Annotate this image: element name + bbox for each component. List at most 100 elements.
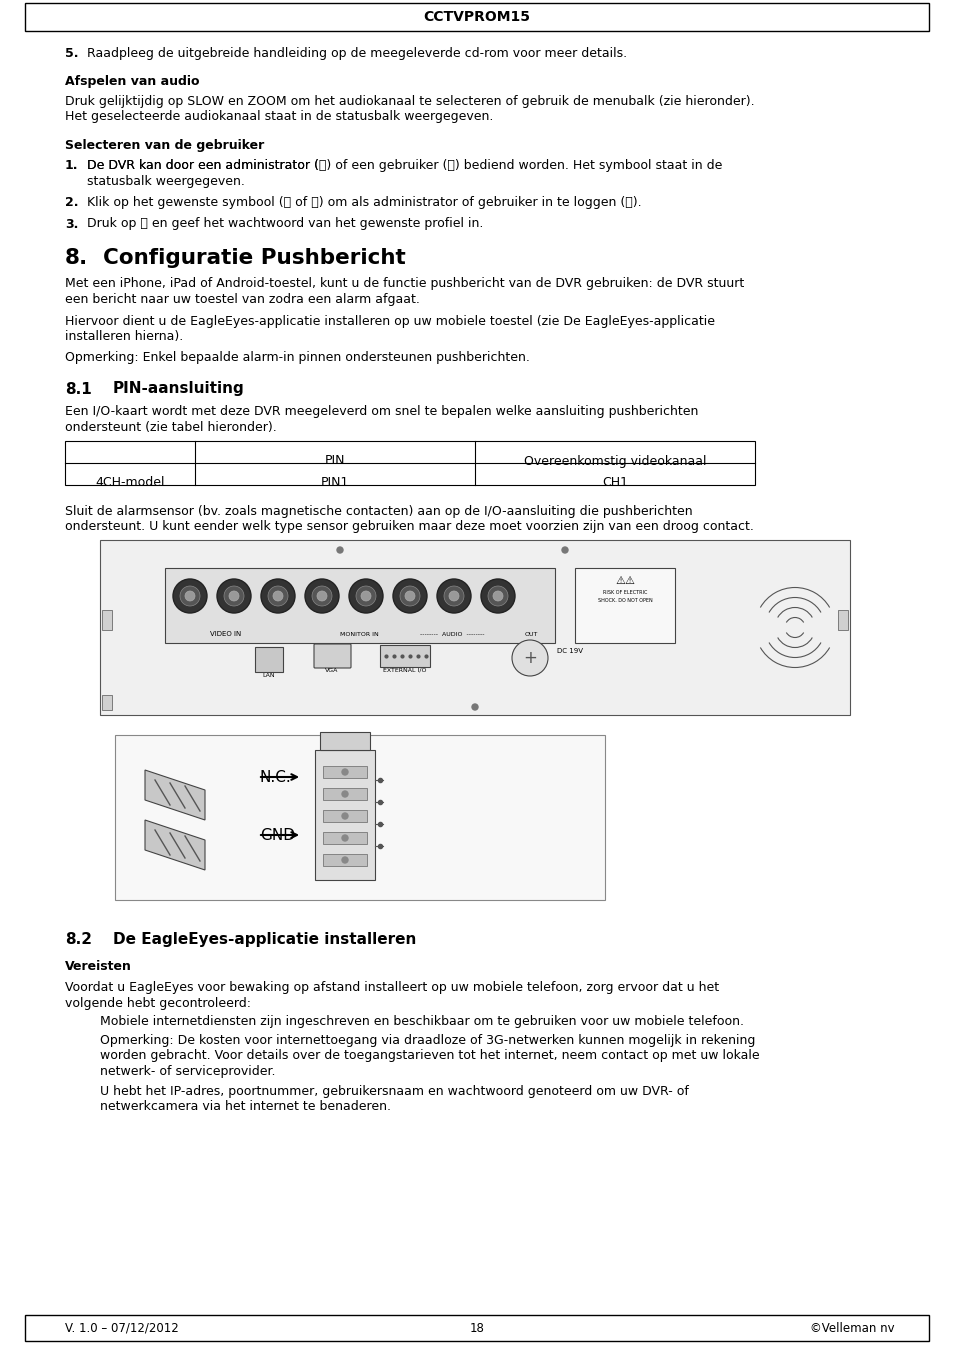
Circle shape <box>393 580 427 613</box>
Bar <box>379 644 430 667</box>
Bar <box>25 3 928 31</box>
Circle shape <box>316 590 327 601</box>
Text: CCTVPROM15: CCTVPROM15 <box>423 9 530 24</box>
Bar <box>102 694 112 711</box>
Circle shape <box>341 790 348 797</box>
Text: volgende hebt gecontroleerd:: volgende hebt gecontroleerd: <box>65 997 251 1011</box>
Circle shape <box>312 586 332 607</box>
Text: De DVR kan door een administrator (: De DVR kan door een administrator ( <box>87 159 318 172</box>
Text: Sluit de alarmsensor (bv. zoals magnetische contacten) aan op de I/O-aansluiting: Sluit de alarmsensor (bv. zoals magnetis… <box>65 504 692 517</box>
Polygon shape <box>145 770 205 820</box>
Text: Druk gelijktijdig op SLOW en ZOOM om het audiokanaal te selecteren of gebruik de: Druk gelijktijdig op SLOW en ZOOM om het… <box>65 95 754 108</box>
Text: 8.2: 8.2 <box>65 932 91 947</box>
Text: installeren hierna).: installeren hierna). <box>65 330 183 343</box>
Text: 4CH-model: 4CH-model <box>95 477 165 489</box>
Text: Raadpleeg de uitgebreide handleiding op de meegeleverde cd-rom voor meer details: Raadpleeg de uitgebreide handleiding op … <box>87 47 626 59</box>
Text: PIN: PIN <box>324 454 345 467</box>
Bar <box>65 440 754 485</box>
Text: LAN: LAN <box>262 673 275 678</box>
Text: Het geselecteerde audiokanaal staat in de statusbalk weergegeven.: Het geselecteerde audiokanaal staat in d… <box>65 109 493 123</box>
Circle shape <box>449 590 458 601</box>
Circle shape <box>493 590 502 601</box>
Text: Afspelen van audio: Afspelen van audio <box>65 76 199 88</box>
Text: 3.: 3. <box>65 218 78 231</box>
Text: RISK OF ELECTRIC: RISK OF ELECTRIC <box>602 590 646 594</box>
Circle shape <box>399 586 419 607</box>
Text: ondersteunt (zie tabel hieronder).: ondersteunt (zie tabel hieronder). <box>65 420 276 434</box>
Circle shape <box>229 590 239 601</box>
Text: Configuratie Pushbericht: Configuratie Pushbericht <box>103 247 405 267</box>
Text: DC 19V: DC 19V <box>557 648 582 654</box>
Circle shape <box>224 586 244 607</box>
Text: OUT: OUT <box>524 632 537 638</box>
Circle shape <box>472 704 477 711</box>
Bar <box>575 567 675 643</box>
Text: Met een iPhone, iPad of Android-toestel, kunt u de functie pushbericht van de DV: Met een iPhone, iPad of Android-toestel,… <box>65 277 743 290</box>
Circle shape <box>405 590 415 601</box>
Text: Een I/O-kaart wordt met deze DVR meegeleverd om snel te bepalen welke aansluitin: Een I/O-kaart wordt met deze DVR meegele… <box>65 405 698 417</box>
Text: 8.: 8. <box>65 247 89 267</box>
Text: Voordat u EagleEyes voor bewaking op afstand installeert op uw mobiele telefoon,: Voordat u EagleEyes voor bewaking op afs… <box>65 981 719 994</box>
Text: Klik op het gewenste symbool (⚿ of ⚿) om als administrator of gebruiker in te lo: Klik op het gewenste symbool (⚿ of ⚿) om… <box>87 196 641 209</box>
Bar <box>323 788 367 800</box>
Text: CH1: CH1 <box>601 477 627 489</box>
Circle shape <box>216 580 251 613</box>
Text: netwerk- of serviceprovider.: netwerk- of serviceprovider. <box>100 1065 275 1078</box>
Text: PIN-aansluiting: PIN-aansluiting <box>112 381 245 396</box>
Circle shape <box>185 590 194 601</box>
Text: 1.: 1. <box>65 159 78 172</box>
Text: N.C.: N.C. <box>260 770 292 785</box>
Text: MONITOR IN: MONITOR IN <box>339 632 378 638</box>
Circle shape <box>349 580 382 613</box>
Circle shape <box>512 640 547 676</box>
Bar <box>323 854 367 866</box>
Circle shape <box>180 586 200 607</box>
Text: VGA: VGA <box>325 667 338 673</box>
Text: V. 1.0 – 07/12/2012: V. 1.0 – 07/12/2012 <box>65 1321 178 1335</box>
Text: --------  AUDIO  --------: -------- AUDIO -------- <box>419 632 484 638</box>
Circle shape <box>443 586 463 607</box>
Text: U hebt het IP-adres, poortnummer, gebruikersnaam en wachtwoord genoteerd om uw D: U hebt het IP-adres, poortnummer, gebrui… <box>100 1085 688 1097</box>
Circle shape <box>261 580 294 613</box>
Text: VIDEO IN: VIDEO IN <box>210 631 241 638</box>
Bar <box>323 766 367 778</box>
Circle shape <box>341 813 348 819</box>
Circle shape <box>360 590 371 601</box>
Circle shape <box>341 769 348 775</box>
Bar <box>319 732 370 750</box>
Text: ondersteunt. U kunt eender welk type sensor gebruiken maar deze moet voorzien zi: ondersteunt. U kunt eender welk type sen… <box>65 520 753 534</box>
Circle shape <box>273 590 283 601</box>
Circle shape <box>341 857 348 863</box>
Text: een bericht naar uw toestel van zodra een alarm afgaat.: een bericht naar uw toestel van zodra ee… <box>65 293 419 305</box>
Text: Opmerking: De kosten voor internettoegang via draadloze of 3G-netwerken kunnen m: Opmerking: De kosten voor internettoegan… <box>100 1034 755 1047</box>
Text: worden gebracht. Voor details over de toegangstarieven tot het internet, neem co: worden gebracht. Voor details over de to… <box>100 1050 759 1062</box>
Text: +: + <box>522 648 537 667</box>
Circle shape <box>341 835 348 842</box>
Polygon shape <box>145 820 205 870</box>
Bar <box>25 1315 928 1342</box>
Text: Overeenkomstig videokanaal: Overeenkomstig videokanaal <box>523 454 705 467</box>
Bar <box>323 811 367 821</box>
Bar <box>314 750 375 880</box>
Text: GND: GND <box>260 828 294 843</box>
Bar <box>102 611 112 630</box>
Circle shape <box>336 547 343 553</box>
Text: Mobiele internetdiensten zijn ingeschreven en beschikbaar om te gebruiken voor u: Mobiele internetdiensten zijn ingeschrev… <box>100 1015 743 1028</box>
Text: netwerkcamera via het internet te benaderen.: netwerkcamera via het internet te benade… <box>100 1100 391 1113</box>
Bar <box>254 647 283 671</box>
Bar <box>100 540 849 715</box>
Text: Hiervoor dient u de EagleEyes-applicatie installeren op uw mobiele toestel (zie : Hiervoor dient u de EagleEyes-applicatie… <box>65 315 714 327</box>
Text: Vereisten: Vereisten <box>65 961 132 973</box>
Text: 8.1: 8.1 <box>65 381 91 396</box>
Bar <box>115 735 604 900</box>
Circle shape <box>268 586 288 607</box>
Circle shape <box>488 586 507 607</box>
Text: PIN1: PIN1 <box>320 477 349 489</box>
Text: Selecteren van de gebruiker: Selecteren van de gebruiker <box>65 139 264 153</box>
Text: SHOCK. DO NOT OPEN: SHOCK. DO NOT OPEN <box>597 598 652 603</box>
Circle shape <box>172 580 207 613</box>
Text: EXTERNAL I/O: EXTERNAL I/O <box>383 667 426 673</box>
Circle shape <box>305 580 338 613</box>
Text: 5.: 5. <box>65 47 78 59</box>
Circle shape <box>355 586 375 607</box>
